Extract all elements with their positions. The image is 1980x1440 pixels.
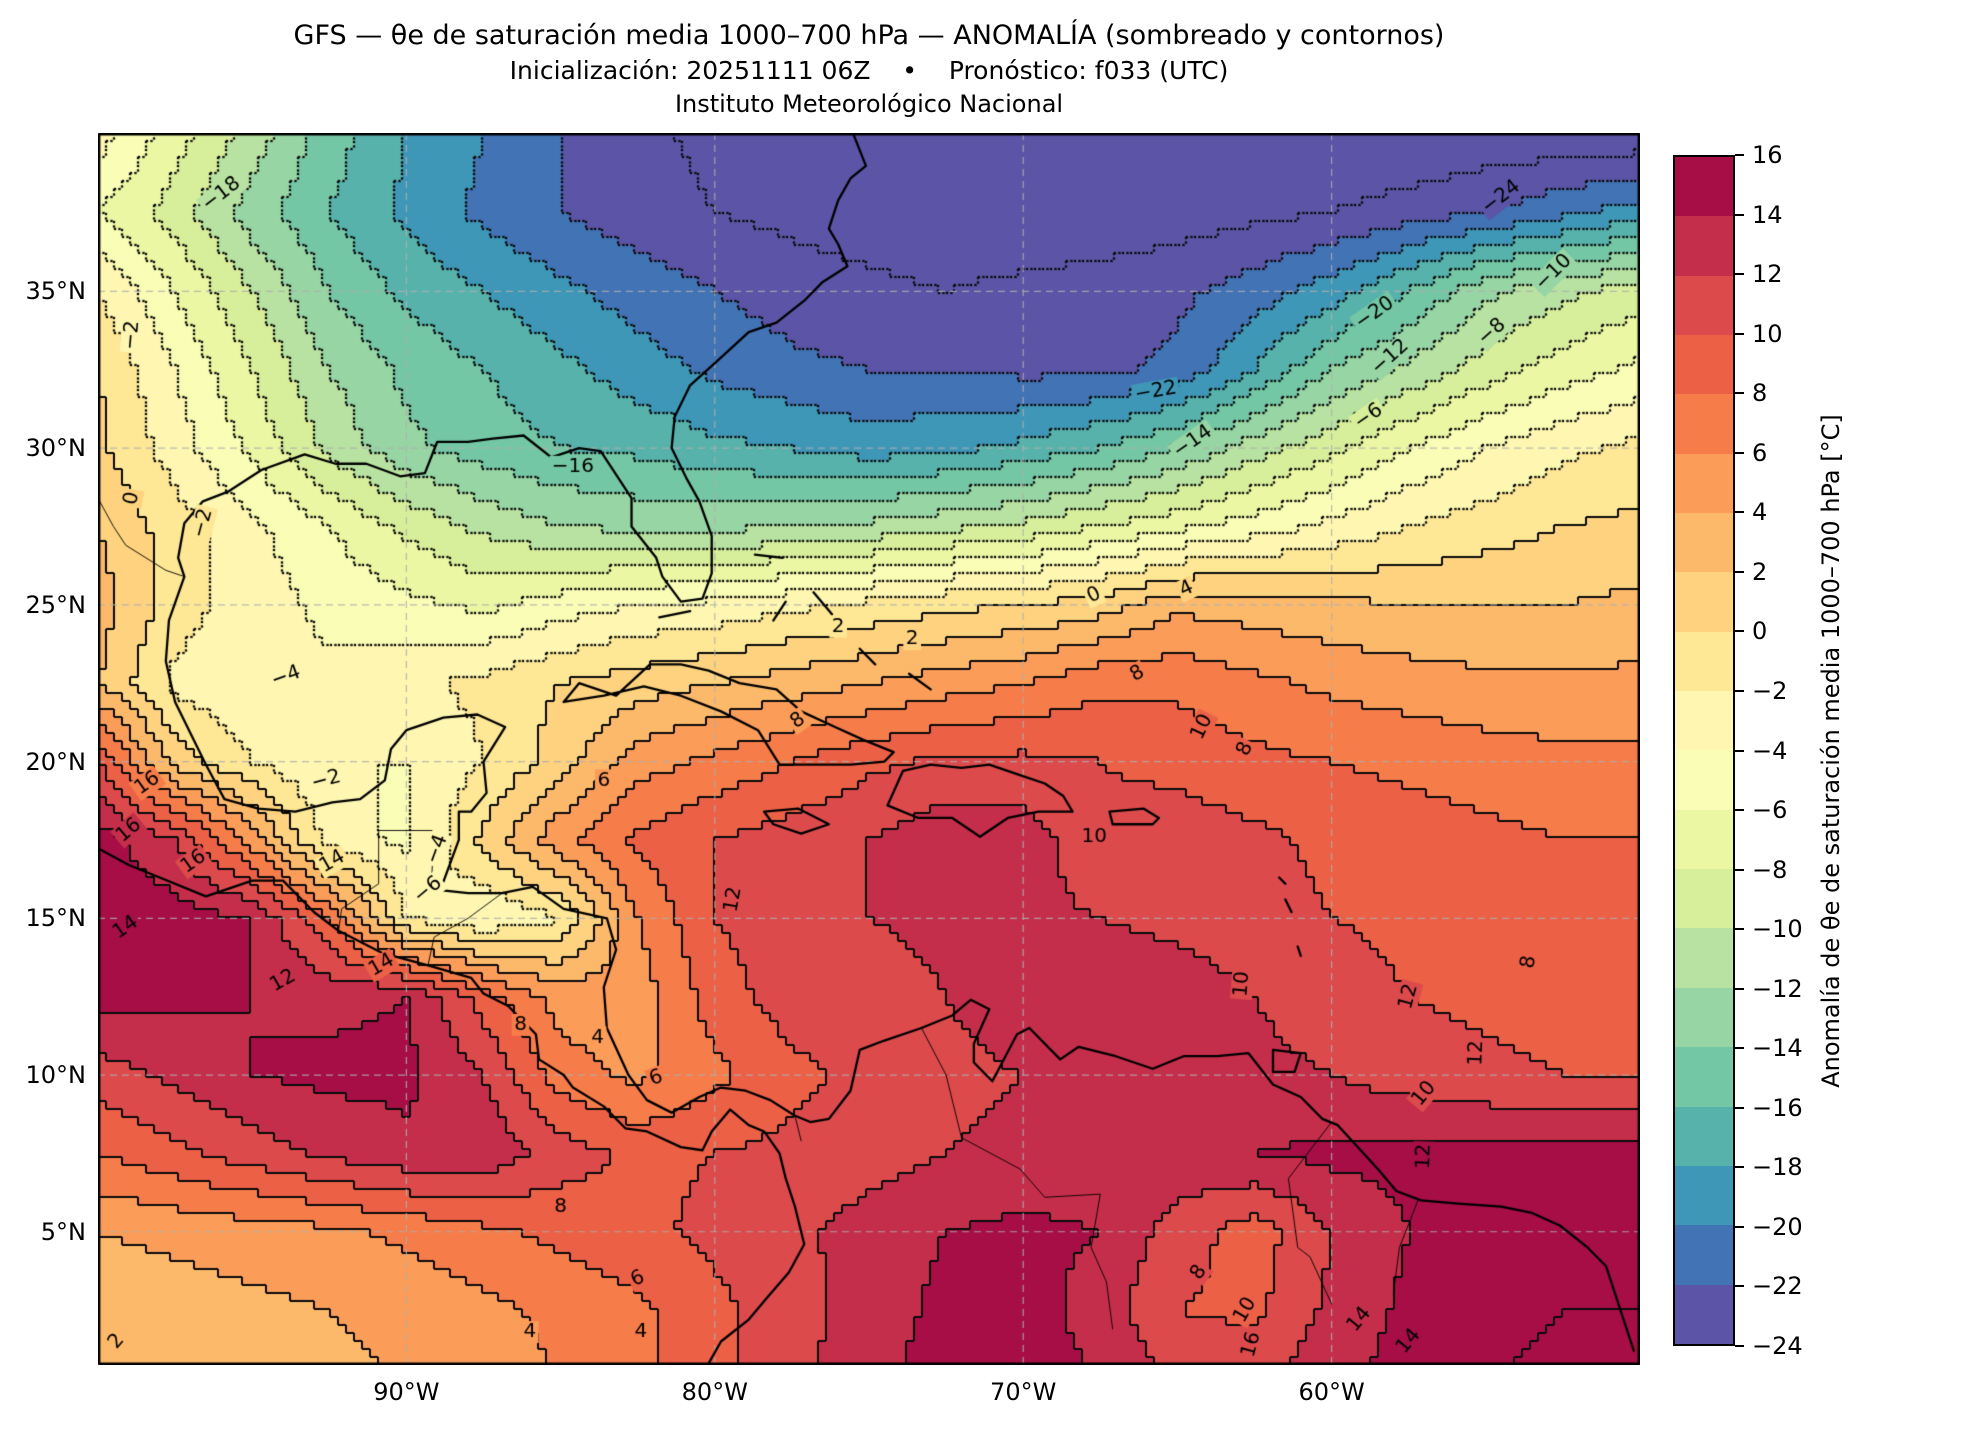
chart-institution: Instituto Meteorológico Nacional xyxy=(674,90,1064,118)
colorbar-tick-mark xyxy=(1735,1166,1744,1169)
colorbar-band xyxy=(1675,335,1733,395)
colorbar-tick-label: 0 xyxy=(1752,617,1768,646)
colorbar-tick-label: 2 xyxy=(1752,557,1768,586)
y-tick-label: 15°N xyxy=(25,904,87,933)
colorbar-tick-mark xyxy=(1735,273,1744,276)
colorbar-tick-mark xyxy=(1735,1285,1744,1288)
y-tick-label: 10°N xyxy=(25,1061,87,1090)
colorbar-band xyxy=(1675,275,1733,336)
chart-title: GFS — θe de saturación media 1000–700 hP… xyxy=(293,20,1445,51)
y-tick-label: 30°N xyxy=(25,434,87,463)
title-block: GFS — θe de saturación media 1000–700 hP… xyxy=(98,18,1640,121)
colorbar-band xyxy=(1675,157,1733,217)
colorbar-tick-label: 10 xyxy=(1752,319,1783,348)
colorbar-tick-label: −18 xyxy=(1752,1153,1803,1182)
colorbar-band xyxy=(1675,394,1733,454)
colorbar-tick-mark xyxy=(1735,809,1744,812)
colorbar-label: Anomalía de θe de saturación media 1000–… xyxy=(1817,414,1845,1088)
colorbar-tick-label: −16 xyxy=(1752,1093,1803,1122)
y-tick-label: 35°N xyxy=(25,277,87,306)
colorbar-tick-label: 8 xyxy=(1752,379,1768,408)
colorbar-tick-label: −10 xyxy=(1752,915,1803,944)
colorbar-band xyxy=(1675,1106,1733,1166)
colorbar-tick-mark xyxy=(1735,868,1744,871)
colorbar-tick-mark xyxy=(1735,987,1744,990)
y-tick-label: 25°N xyxy=(25,590,87,619)
colorbar-tick-label: −24 xyxy=(1752,1332,1803,1360)
colorbar-band xyxy=(1675,987,1733,1048)
colorbar-band xyxy=(1675,1047,1733,1107)
colorbar-band xyxy=(1675,869,1733,929)
colorbar-tick-label: −14 xyxy=(1752,1034,1803,1063)
colorbar-band xyxy=(1675,809,1733,870)
colorbar-band xyxy=(1675,453,1733,514)
colorbar-tick-mark xyxy=(1735,213,1744,216)
colorbar-band xyxy=(1675,513,1733,573)
colorbar-band xyxy=(1675,631,1733,692)
colorbar-tick-mark xyxy=(1735,749,1744,752)
colorbar-tick-label: 16 xyxy=(1752,141,1783,169)
colorbar-tick-label: 14 xyxy=(1752,200,1783,229)
colorbar-tick-label: −4 xyxy=(1752,736,1788,765)
colorbar-tick-label: 6 xyxy=(1752,438,1768,467)
colorbar-tick-mark xyxy=(1735,1047,1744,1050)
colorbar-tick-label: −2 xyxy=(1752,676,1788,705)
x-tick-label: 70°W xyxy=(990,1378,1057,1406)
colorbar-band xyxy=(1675,928,1733,988)
colorbar-tick-mark xyxy=(1735,154,1744,156)
chart-subtitle: Inicialización: 20251111 06Z • Pronóstic… xyxy=(509,56,1229,85)
colorbar-tick-label: −6 xyxy=(1752,796,1788,825)
colorbar-tick-mark xyxy=(1735,511,1744,514)
colorbar-tick-mark xyxy=(1735,570,1744,573)
colorbar-tick-label: −22 xyxy=(1752,1272,1803,1301)
colorbar-tick-mark xyxy=(1735,689,1744,692)
colorbar-tick-mark xyxy=(1735,630,1744,633)
x-tick-label: 80°W xyxy=(681,1378,748,1406)
colorbar-band xyxy=(1675,1165,1733,1226)
colorbar-tick-mark xyxy=(1735,392,1744,395)
colorbar-band xyxy=(1675,691,1733,751)
colorbar-band xyxy=(1675,216,1733,276)
y-tick-label: 20°N xyxy=(25,747,87,776)
colorbar xyxy=(1673,155,1735,1346)
colorbar-tick-mark xyxy=(1735,1345,1744,1347)
colorbar-band xyxy=(1675,750,1733,810)
colorbar-tick-label: −8 xyxy=(1752,855,1788,884)
colorbar-tick-mark xyxy=(1735,1106,1744,1109)
colorbar-tick-label: −12 xyxy=(1752,974,1803,1003)
colorbar-tick-label: 4 xyxy=(1752,498,1768,527)
colorbar-band xyxy=(1675,1284,1733,1344)
colorbar-tick-mark xyxy=(1735,451,1744,454)
x-tick-label: 90°W xyxy=(373,1378,440,1406)
y-tick-label: 5°N xyxy=(40,1217,86,1246)
colorbar-tick-label: 12 xyxy=(1752,260,1783,289)
colorbar-tick-mark xyxy=(1735,928,1744,931)
colorbar-tick-label: −20 xyxy=(1752,1212,1803,1241)
x-tick-label: 60°W xyxy=(1298,1378,1365,1406)
colorbar-band xyxy=(1675,572,1733,632)
map-canvas xyxy=(98,133,1640,1365)
colorbar-tick-mark xyxy=(1735,332,1744,335)
colorbar-tick-mark xyxy=(1735,1225,1744,1228)
colorbar-band xyxy=(1675,1225,1733,1285)
